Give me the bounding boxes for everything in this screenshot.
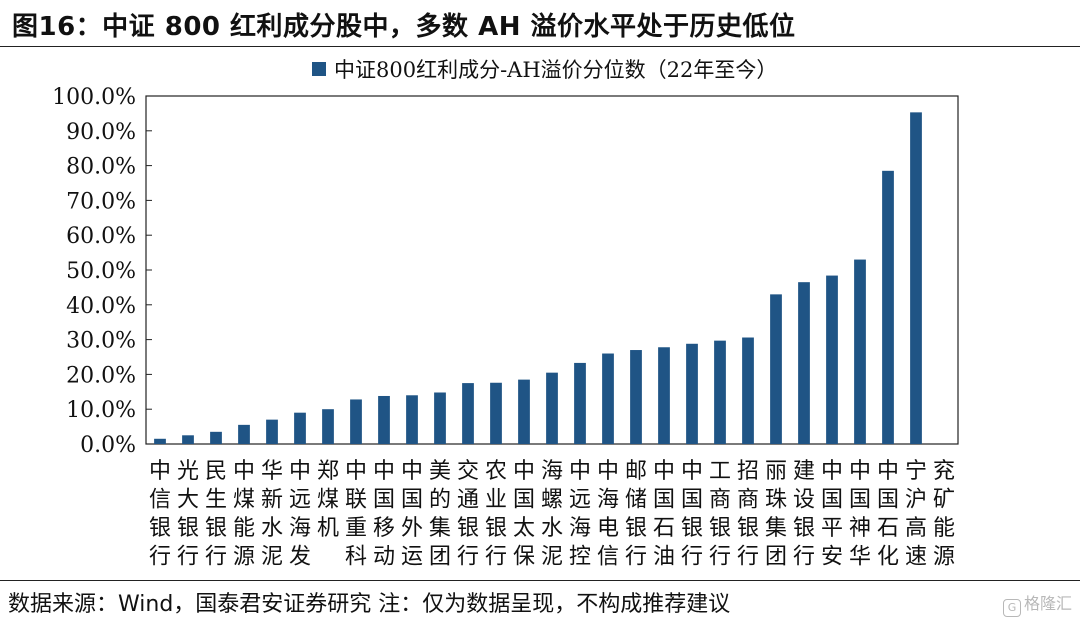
bar xyxy=(826,275,838,444)
x-tick-label: 中国石化 xyxy=(877,459,899,570)
y-tick-label: 40.0% xyxy=(66,294,136,319)
x-tick-label: 邮储银行 xyxy=(625,459,647,570)
x-tick-label: 宁沪高速 xyxy=(905,459,927,570)
x-tick-label: 交通银行 xyxy=(457,459,479,570)
x-tick-label: 民生银行 xyxy=(205,459,227,570)
bar xyxy=(350,399,362,444)
y-tick-label: 80.0% xyxy=(66,155,136,180)
x-tick-label: 丽珠集团 xyxy=(765,459,787,570)
bar xyxy=(210,431,222,444)
legend-label: 中证800红利成分-AH溢价分位数（22年至今） xyxy=(334,58,777,82)
x-tick-label: 海螺水泥 xyxy=(541,459,563,570)
bar xyxy=(294,412,306,444)
x-tick-label: 中远海控 xyxy=(569,459,591,570)
bar xyxy=(630,350,642,444)
y-tick-label: 30.0% xyxy=(66,329,136,354)
x-axis: 中信银行光大银行民生银行中煤能源华新水泥中远海发郑煤机中联重科中国移动中国外运美… xyxy=(149,459,955,570)
bar xyxy=(546,372,558,444)
x-tick-label: 农业银行 xyxy=(485,459,507,570)
x-tick-label: 建设银行 xyxy=(793,459,815,570)
x-tick-label: 中国神华 xyxy=(849,459,871,570)
bar xyxy=(238,424,250,444)
bar xyxy=(518,379,530,444)
x-tick-label: 中国石油 xyxy=(653,459,675,570)
bar xyxy=(602,353,614,444)
bar-series xyxy=(154,112,922,444)
watermark-logo-icon: G xyxy=(1002,599,1021,617)
y-tick-label: 0.0% xyxy=(80,433,136,458)
y-tick-label: 70.0% xyxy=(66,189,136,214)
x-tick-label: 光大银行 xyxy=(177,459,199,570)
x-tick-label: 中海电信 xyxy=(597,459,619,570)
bar xyxy=(910,112,922,444)
bar xyxy=(882,170,894,444)
title-divider xyxy=(0,46,1080,47)
bar xyxy=(462,383,474,444)
bar xyxy=(686,343,698,444)
x-tick-label: 中国移动 xyxy=(373,459,395,570)
x-tick-label: 中国外运 xyxy=(401,459,423,570)
bar xyxy=(322,409,334,444)
bar xyxy=(770,294,782,444)
bar xyxy=(798,282,810,444)
x-tick-label: 郑煤机 xyxy=(317,459,339,541)
y-tick-label: 20.0% xyxy=(66,363,136,388)
legend-swatch xyxy=(312,62,326,76)
y-tick-label: 100.0% xyxy=(52,85,136,110)
watermark: G 格隆汇 xyxy=(1002,590,1072,617)
bar xyxy=(154,438,166,444)
bar xyxy=(406,395,418,444)
watermark-text: 格隆汇 xyxy=(1023,594,1072,613)
bar xyxy=(742,337,754,444)
y-tick-label: 10.0% xyxy=(66,398,136,423)
x-tick-label: 中信银行 xyxy=(149,459,171,570)
bar xyxy=(490,382,502,444)
source-note: 数据来源：Wind，国泰君安证券研究 注：仅为数据呈现，不构成推荐建议 xyxy=(8,592,731,617)
bar xyxy=(714,340,726,444)
bar xyxy=(658,347,670,444)
footer-divider xyxy=(0,580,1080,581)
y-tick-label: 60.0% xyxy=(66,224,136,249)
x-tick-label: 中国平安 xyxy=(821,459,843,570)
bar xyxy=(434,392,446,444)
bar xyxy=(854,259,866,444)
bar xyxy=(574,362,586,444)
x-tick-label: 中国银行 xyxy=(681,459,703,570)
y-tick-label: 90.0% xyxy=(66,120,136,145)
bar xyxy=(378,395,390,444)
x-tick-label: 工商银行 xyxy=(709,459,731,570)
chart-legend: 中证800红利成分-AH溢价分位数（22年至今） xyxy=(312,58,777,82)
y-tick-label: 50.0% xyxy=(66,259,136,284)
bar xyxy=(182,435,194,444)
x-tick-label: 中远海发 xyxy=(289,459,311,570)
x-tick-label: 华新水泥 xyxy=(261,459,283,570)
bar xyxy=(266,419,278,444)
x-tick-label: 兖矿能源 xyxy=(933,459,955,570)
x-tick-label: 中国太保 xyxy=(513,459,535,570)
page-title: 图16：中证 800 红利成分股中，多数 AH 溢价水平处于历史低位 xyxy=(12,12,796,42)
x-tick-label: 美的集团 xyxy=(429,459,451,570)
x-tick-label: 中联重科 xyxy=(345,459,367,570)
x-tick-label: 招商银行 xyxy=(737,459,759,570)
bar-chart: 中证800红利成分-AH溢价分位数（22年至今） 0.0% 10.0% 20.0% 3… xyxy=(52,58,959,570)
y-axis: 0.0% 10.0% 20.0% 30.0% 40.0% 50.0% 60.0% 70.0% 8… xyxy=(52,85,152,458)
x-tick-label: 中煤能源 xyxy=(233,459,255,570)
